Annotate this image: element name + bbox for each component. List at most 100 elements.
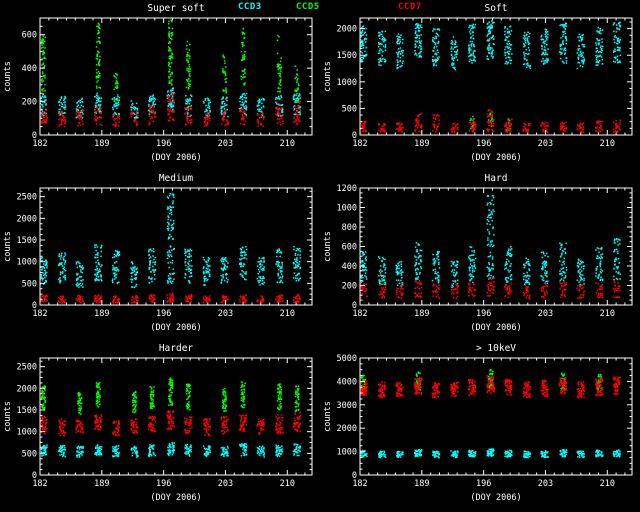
scatter-points [40,192,302,304]
y-tick-label: 1000 [337,204,357,214]
y-axis-label: counts [323,401,333,432]
panel-10kev: 182 189 196 203 210 0 1000 2000 3000 4000 5000 > 10… [323,343,633,503]
axes [359,17,633,136]
axes [39,17,313,136]
x-tick-label: 203 [538,479,553,489]
axes [39,357,313,476]
y-tick-label: 5000 [337,354,357,364]
y-tick-label: 0 [352,471,357,481]
x-tick-label: 196 [156,309,171,319]
x-tick-label: 196 [476,479,491,489]
panel-hard: 182 189 196 203 210 0 200 400 600 800 1000 1200 Hard… [323,173,633,333]
y-tick-label: 200 [22,98,37,108]
x-tick-label: 189 [94,309,109,319]
y-axis-label: counts [3,231,13,262]
y-tick-label: 0 [32,131,37,141]
y-tick-label: 1000 [337,448,357,458]
x-tick-label: 203 [218,479,233,489]
y-tick-label: 1000 [337,78,357,88]
y-tick-label: 4000 [337,377,357,387]
y-axis-label: counts [323,61,333,92]
x-tick-label: 189 [94,139,109,149]
legend-item-ccd5: CCD5 [296,2,320,12]
x-axis-label: (DOY 2006) [150,323,201,333]
axes [359,187,633,306]
y-tick-label: 2000 [17,384,37,394]
scatter-points [360,369,621,459]
y-tick-label: 2500 [17,193,37,203]
x-axis-label: (DOY 2006) [470,323,521,333]
x-tick-label: 203 [218,309,233,319]
scatter-points [40,19,302,128]
panel-soft: 182 189 196 203 210 0 500 1000 1500 2000 Soft (DOY … [323,3,633,163]
axes [39,187,313,306]
x-axis-label: (DOY 2006) [470,493,521,503]
x-tick-label: 196 [476,309,491,319]
ccd-legend: CCD3 CCD5 CCD7 [0,2,640,15]
x-tick-label: 196 [156,139,171,149]
y-tick-label: 0 [32,301,37,311]
y-tick-label: 500 [22,449,37,459]
x-tick-label: 210 [280,479,295,489]
x-tick-label: 196 [476,139,491,149]
y-tick-label: 2000 [337,25,357,35]
y-tick-label: 0 [352,301,357,311]
x-tick-label: 189 [414,139,429,149]
y-axis-label: counts [3,61,13,92]
y-tick-label: 1000 [17,428,37,438]
y-tick-label: 600 [22,31,37,41]
y-axis-label: counts [3,401,13,432]
y-tick-label: 0 [352,131,357,141]
y-tick-label: 2500 [17,363,37,373]
x-tick-label: 210 [600,479,615,489]
x-tick-label: 182 [352,139,367,149]
axes [359,357,633,476]
x-tick-label: 182 [32,309,47,319]
x-tick-label: 203 [218,139,233,149]
y-tick-label: 800 [342,223,357,233]
panel-medium: 182 189 196 203 210 0 500 1000 1500 2000 2500 Mediu… [3,173,313,333]
panel-super-soft: 182 189 196 203 210 0 200 400 600 Super soft (DOY … [3,3,313,163]
x-axis-label: (DOY 2006) [150,493,201,503]
x-tick-label: 196 [156,479,171,489]
x-tick-label: 189 [94,479,109,489]
x-tick-label: 189 [414,309,429,319]
x-tick-label: 210 [280,309,295,319]
x-tick-label: 203 [538,139,553,149]
x-axis-label: (DOY 2006) [470,153,521,163]
y-tick-label: 1500 [17,406,37,416]
panel-title: Medium [159,173,194,184]
y-tick-label: 400 [22,64,37,74]
y-tick-label: 3000 [337,401,357,411]
x-tick-label: 210 [600,309,615,319]
panel-title: Harder [159,343,194,354]
x-tick-label: 182 [352,479,367,489]
x-tick-label: 182 [352,309,367,319]
y-tick-label: 400 [342,262,357,272]
panel-title: Soft [485,3,508,14]
y-tick-label: 1500 [17,236,37,246]
x-tick-label: 203 [538,309,553,319]
panel-harder: 182 189 196 203 210 0 500 1000 1500 2000 2500 Harde… [3,343,313,503]
y-tick-label: 0 [32,471,37,481]
y-tick-label: 500 [342,104,357,114]
x-tick-label: 210 [600,139,615,149]
panel-title: Super soft [147,3,204,14]
x-axis-label: (DOY 2006) [150,153,201,163]
y-axis-label: counts [323,231,333,262]
x-tick-label: 189 [414,479,429,489]
panel-title: > 10keV [476,343,516,354]
y-tick-label: 600 [342,243,357,253]
y-tick-label: 500 [22,279,37,289]
y-tick-label: 1500 [337,51,357,61]
y-tick-label: 1000 [17,258,37,268]
legend-item-ccd7: CCD7 [398,2,422,12]
y-tick-label: 200 [342,282,357,292]
x-tick-label: 210 [280,139,295,149]
y-tick-label: 2000 [17,214,37,224]
x-tick-label: 182 [32,479,47,489]
legend-item-ccd3: CCD3 [238,2,262,12]
y-tick-label: 2000 [337,424,357,434]
